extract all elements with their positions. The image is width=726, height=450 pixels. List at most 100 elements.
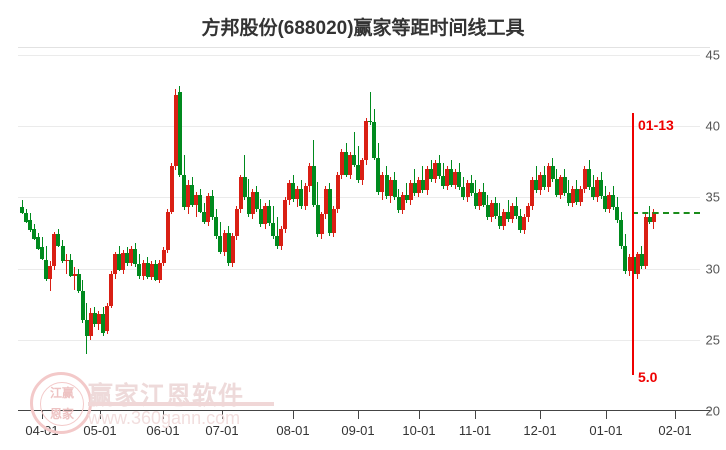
candle-body [595, 180, 600, 198]
candle-body [28, 220, 33, 231]
candle-body [433, 163, 438, 179]
time-marker-vertical-line[interactable] [632, 113, 634, 375]
candle-body [364, 120, 369, 161]
candle-body [619, 220, 624, 246]
y-axis-label: 35 [705, 189, 720, 205]
candle-body [425, 168, 429, 191]
candle-body [477, 191, 482, 206]
candle-body [234, 208, 239, 236]
x-axis-tick [222, 411, 223, 419]
candle-body [40, 247, 45, 259]
candle-body [465, 183, 470, 198]
candle-wick [406, 183, 408, 204]
candle-body [190, 184, 195, 205]
candle-body [129, 248, 134, 263]
candle-body [88, 312, 93, 336]
candle-body [133, 248, 138, 265]
candle-body [493, 203, 498, 216]
candle-body [275, 235, 280, 246]
x-axis-label: 11-01 [458, 423, 492, 438]
x-axis-tick [358, 411, 359, 419]
candle-body [161, 250, 166, 263]
candle-body [238, 177, 243, 209]
candle-body [80, 291, 85, 320]
gridline [18, 340, 700, 341]
candle-body [416, 180, 421, 194]
x-axis-label: 05-01 [83, 423, 117, 438]
candle-body [457, 171, 462, 188]
candle-body [603, 195, 608, 209]
y-axis-label: 20 [705, 403, 720, 419]
candle-body [635, 254, 640, 275]
candle-body [429, 168, 434, 179]
candle-body [587, 168, 591, 188]
y-axis-label: 45 [705, 47, 720, 63]
candle-body [546, 166, 551, 188]
candle-body [214, 217, 219, 236]
candle-body [639, 254, 644, 266]
candle-body [473, 193, 478, 206]
candle-body [526, 205, 531, 218]
candle-body [501, 211, 506, 226]
candle-body [258, 208, 263, 225]
candle-body [149, 264, 154, 278]
candle-body [647, 217, 652, 222]
candle-body [570, 188, 575, 204]
candle-body [145, 262, 150, 278]
x-axis-tick [293, 411, 294, 419]
candle-body [32, 228, 37, 239]
candle-body [558, 177, 563, 195]
candle-wick [369, 92, 371, 125]
candle-body [76, 274, 81, 292]
candle-body [198, 194, 203, 212]
candle-body [291, 183, 296, 199]
candle-body [339, 151, 344, 175]
candle-body [105, 305, 110, 332]
candle-wick [74, 267, 76, 290]
candle-body [352, 154, 357, 165]
candle-body [344, 151, 348, 175]
candle-body [206, 195, 211, 222]
candle-wick [414, 168, 416, 196]
candle-body [315, 204, 320, 235]
candle-wick [568, 180, 570, 206]
candle-body [307, 166, 312, 186]
candle-body [591, 187, 596, 198]
candle-body [331, 208, 336, 233]
candle-body [96, 314, 101, 325]
candle-body [599, 180, 604, 196]
x-axis-label: 06-01 [146, 423, 180, 438]
candle-body [607, 194, 612, 209]
page-title: 方邦股份(688020)赢家等距时间线工具 [201, 18, 525, 39]
candle-body [52, 234, 57, 266]
candle-body [437, 163, 442, 177]
candle-body [153, 264, 158, 280]
candle-body [566, 193, 571, 204]
candle-body [449, 168, 454, 185]
candle-body [271, 223, 276, 236]
candle-body [68, 260, 73, 276]
candle-body [36, 237, 41, 249]
candle-body [279, 228, 284, 246]
candle-body [497, 215, 502, 226]
price-level-dashed-line [632, 211, 700, 214]
x-axis-tick [540, 411, 541, 419]
candle-body [348, 154, 353, 175]
candle-body [627, 257, 632, 272]
y-axis-label: 30 [705, 261, 720, 277]
x-axis-label: 12-01 [523, 423, 557, 438]
x-axis-label: 10-01 [402, 423, 436, 438]
candle-wick [507, 200, 509, 222]
gridline [18, 269, 700, 270]
chart-plot-area[interactable] [18, 55, 700, 411]
candle-body [392, 180, 397, 198]
candle-body [376, 157, 381, 192]
candle-body [186, 184, 191, 208]
candle-body [319, 214, 324, 235]
candle-body [582, 168, 587, 189]
candle-body [578, 188, 583, 202]
time-marker-date-label: 01-13 [638, 117, 674, 133]
candle-body [404, 194, 409, 201]
candle-body [360, 160, 365, 181]
candle-wick [422, 166, 424, 194]
